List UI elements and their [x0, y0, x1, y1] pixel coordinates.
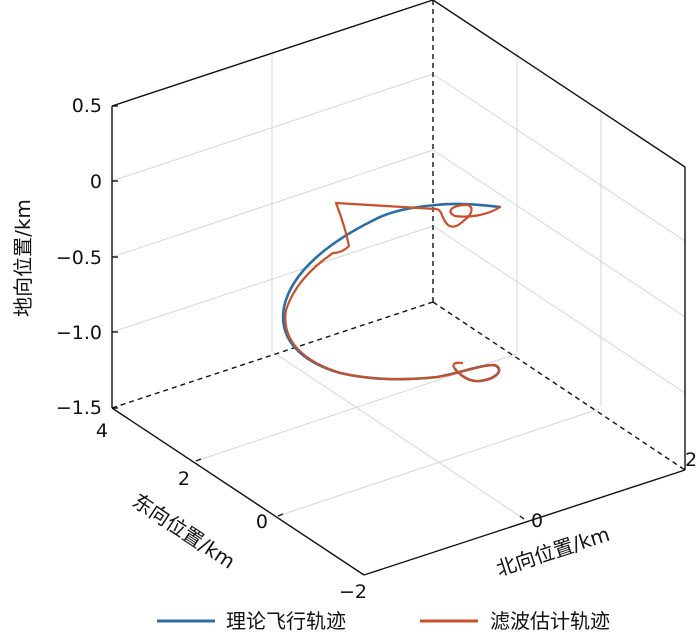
- legend: 理论飞行轨迹 滤波估计轨迹: [157, 609, 610, 633]
- z-tick-labels: 0.5 0 −0.5 −1.0 −1.5: [56, 95, 102, 419]
- tick-mark: [519, 515, 525, 520]
- y-tick-labels: −2 0 2 4: [96, 420, 367, 603]
- y-tick-label: −2: [339, 581, 367, 603]
- box-edge: [111, 0, 434, 107]
- trajectory-series: [281, 201, 502, 383]
- box-edge: [111, 407, 365, 576]
- x-tick-label: 2: [685, 449, 697, 471]
- z-axis-label: 地向位置/km: [11, 199, 35, 317]
- legend-label: 滤波估计轨迹: [490, 609, 610, 633]
- y-tick-label: 0: [256, 511, 268, 533]
- z-tick-label: 0.5: [72, 95, 102, 117]
- z-tick-label: −1.5: [56, 397, 102, 419]
- grid-line: [111, 73, 434, 182]
- grid-line: [111, 149, 434, 258]
- x-tick-labels: 0 2: [531, 449, 697, 532]
- y-tick-label: 4: [96, 420, 108, 442]
- box-edge: [363, 469, 686, 576]
- grid-line: [432, 73, 686, 242]
- grid-line: [432, 225, 686, 394]
- box-hidden-edges: [111, 0, 686, 471]
- z-tick-label: −1.0: [56, 322, 102, 344]
- tick-marks: [112, 105, 525, 520]
- box-edge: [432, 301, 686, 471]
- grid-line: [272, 351, 525, 520]
- theory-trajectory-line: [281, 202, 502, 383]
- box-edge: [111, 301, 434, 409]
- y-axis-label: 东向位置/km: [128, 489, 239, 574]
- grid-lines: [111, 52, 686, 520]
- x-tick-label: 0: [531, 510, 543, 532]
- grid-line: [111, 225, 434, 333]
- tick-mark: [195, 458, 202, 462]
- z-tick-label: −0.5: [56, 247, 102, 269]
- legend-label: 理论飞行轨迹: [226, 609, 346, 633]
- filter-trajectory-line: [284, 201, 502, 383]
- grid-line: [432, 149, 686, 318]
- z-tick-label: 0: [90, 171, 102, 193]
- legend-item: 理论飞行轨迹: [157, 609, 346, 633]
- x-axis-label: 北向位置/km: [493, 522, 612, 581]
- box-edges: [111, 0, 686, 576]
- box-edge: [432, 0, 686, 168]
- y-tick-label: 2: [178, 468, 190, 490]
- legend-item: 滤波估计轨迹: [420, 609, 610, 633]
- tick-mark: [277, 513, 284, 517]
